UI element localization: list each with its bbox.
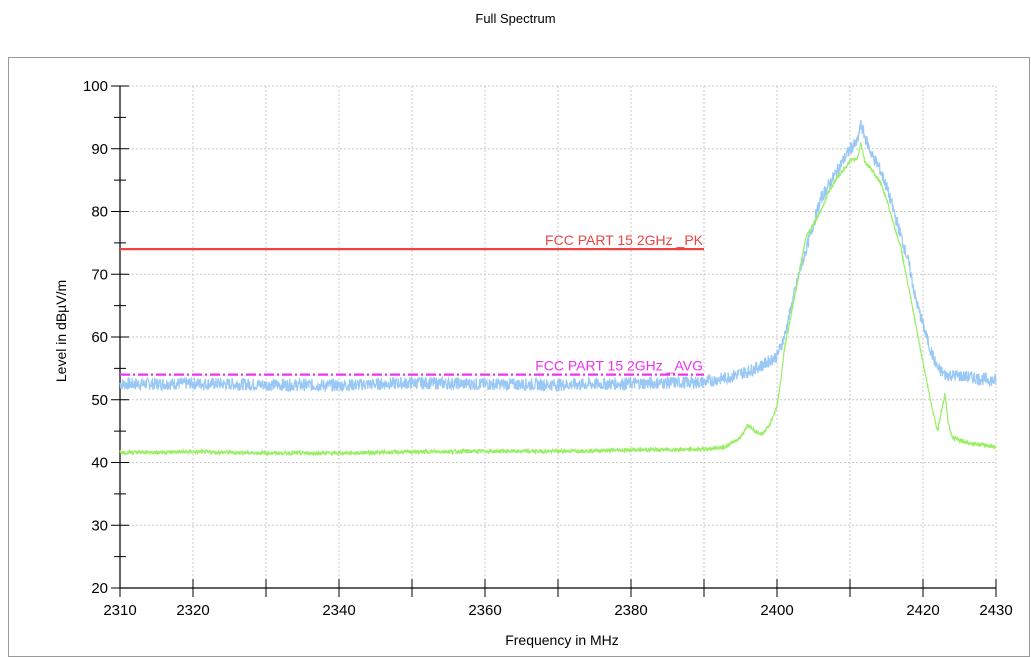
axes-layer: 20 30 40 50 60 70 80 90 100 2310 2320 2340 2360 2380 2… [83, 78, 1013, 619]
y-tick-label: 80 [91, 204, 108, 221]
x-tick-label: 2400 [760, 602, 793, 619]
limit-line-label: FCC PART 15 2GHz _PK [545, 232, 704, 248]
y-axis-label: Level in dBµV/m [53, 280, 69, 382]
x-tick-label: 2310 [103, 602, 136, 619]
x-tick-label: 2340 [322, 602, 355, 619]
grid-layer [120, 85, 997, 588]
x-tick-label: 2320 [176, 602, 209, 619]
limit-line-label: FCC PART 15 2GHz _AVG [535, 358, 703, 374]
y-tick-label: 100 [83, 78, 108, 95]
y-tick-label: 90 [91, 141, 108, 158]
y-tick-label: 60 [91, 329, 108, 346]
limit-layer: FCC PART 15 2GHz _PK FCC PART 15 2GHz _AV… [120, 232, 704, 376]
x-tick-label: 2420 [906, 602, 939, 619]
series-layer [119, 119, 997, 457]
x-tick-label: 2380 [614, 602, 647, 619]
y-tick-label: 40 [91, 455, 108, 472]
y-tick-label: 50 [91, 392, 108, 409]
chart-title: Full Spectrum [475, 11, 556, 26]
y-tick-label: 70 [91, 266, 108, 283]
y-tick-label: 30 [91, 517, 108, 534]
y-tick-label: 20 [91, 580, 108, 597]
x-tick-label: 2360 [468, 602, 501, 619]
x-axis-label: Frequency in MHz [505, 632, 619, 648]
series-trace-1 [119, 119, 997, 393]
series-trace-2 [119, 141, 997, 457]
x-tick-label: 2430 [979, 602, 1012, 619]
